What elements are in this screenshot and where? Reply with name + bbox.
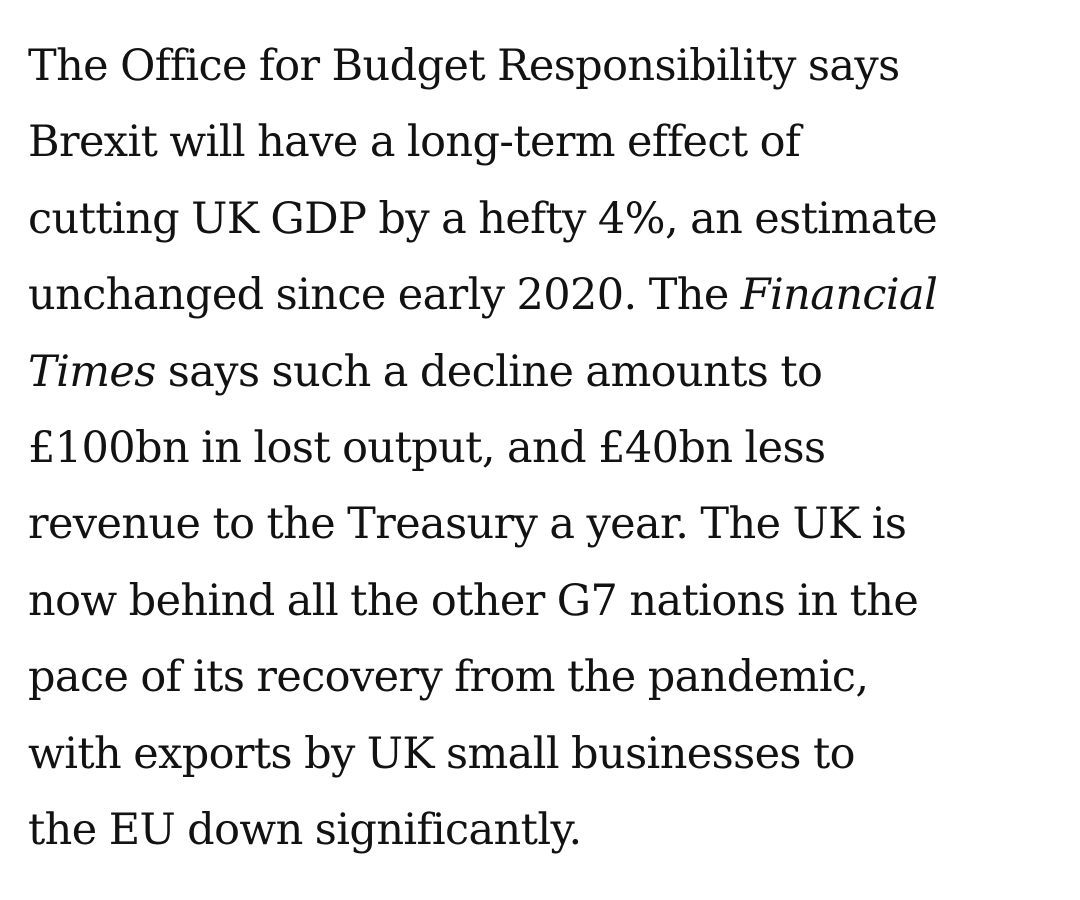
paragraph-line: Brexit will have a long-term effect of [28, 117, 801, 168]
paragraph-text: says such a decline amounts to [155, 346, 823, 397]
article-paragraph: The Office for Budget Responsibility say… [28, 28, 1068, 868]
paragraph-line: £100bn in lost output, and £40bn less [28, 423, 826, 474]
publication-name-italic: Financial [740, 270, 938, 321]
paragraph-line: unchanged since early 2020. The Financia… [28, 257, 1068, 333]
paragraph-line: cutting UK GDP by a hefty 4%, an estimat… [28, 193, 938, 244]
paragraph-line: the EU down significantly. [28, 805, 582, 856]
paragraph-line: Times says such a decline amounts to [28, 334, 1068, 410]
publication-name-italic: Times [28, 346, 156, 397]
paragraph-line: pace of its recovery from the pandemic, [28, 652, 869, 703]
paragraph-line: revenue to the Treasury a year. The UK i… [28, 499, 907, 550]
paragraph-text: unchanged since early 2020. The [28, 270, 741, 321]
paragraph-line: with exports by UK small businesses to [28, 728, 856, 779]
paragraph-line: now behind all the other G7 nations in t… [28, 575, 919, 626]
paragraph-line: The Office for Budget Responsibility say… [28, 41, 900, 91]
